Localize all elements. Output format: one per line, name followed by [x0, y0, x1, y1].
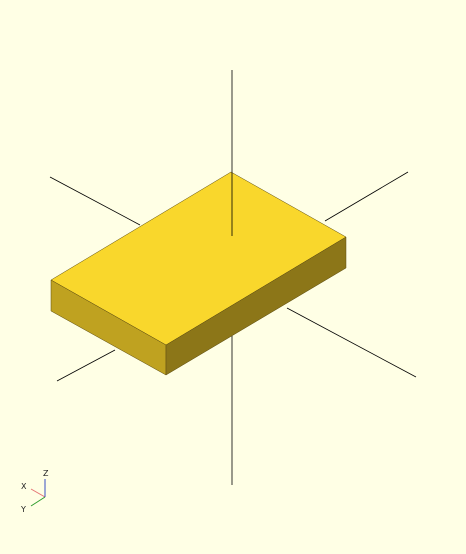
axis-indicator-y-line — [30, 496, 46, 507]
axis-indicator-x-line — [30, 488, 46, 498]
axis-line-upper-left — [49, 176, 141, 226]
cube-right-face — [165, 236, 347, 376]
scene-axes-back — [49, 171, 417, 485]
axis-indicator-x-label: X — [21, 482, 27, 491]
axis-line-lower-left — [56, 349, 116, 382]
axis-line-upper-right — [324, 171, 409, 222]
cube-model[interactable] — [50, 171, 347, 376]
axis-indicator: X Y Z — [20, 469, 49, 514]
axis-indicator-z-label: Z — [43, 469, 49, 478]
axis-indicator-y-label: Y — [20, 505, 26, 514]
axis-line-lower-right — [286, 307, 417, 378]
